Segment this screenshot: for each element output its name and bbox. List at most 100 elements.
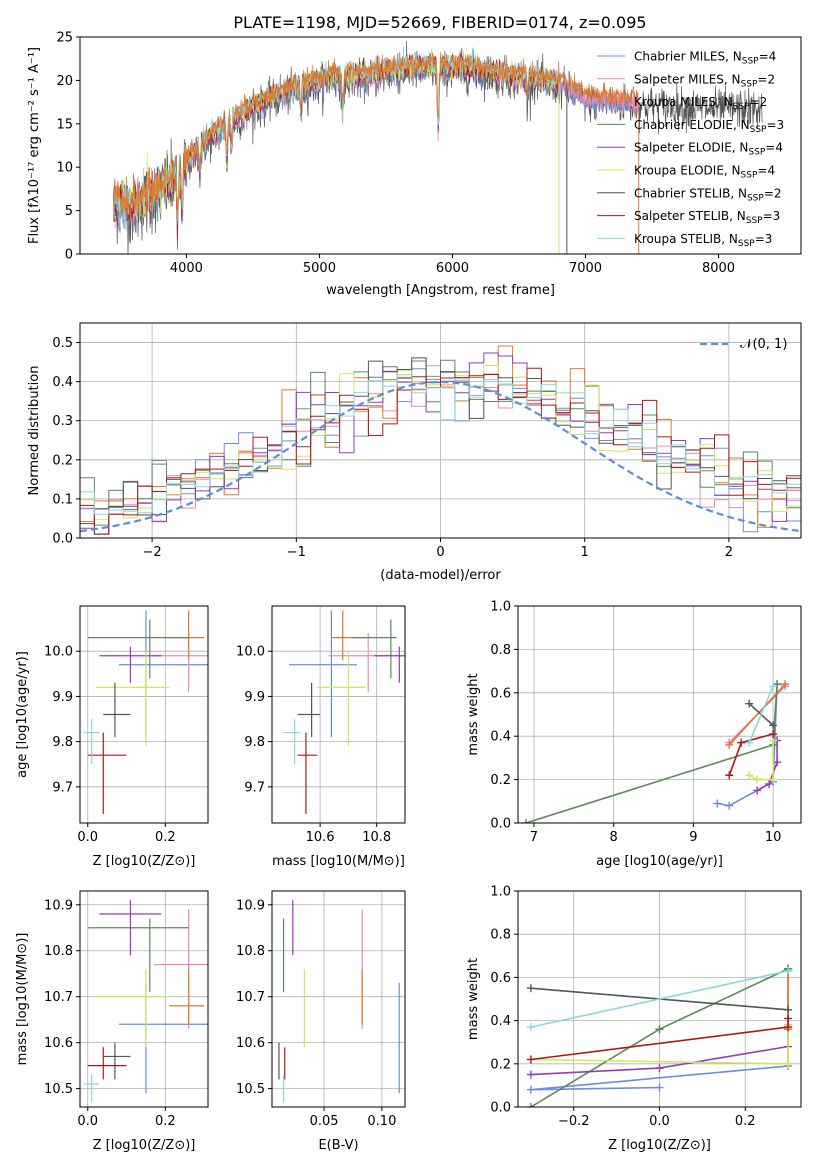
x-axis-label: mass [log10(M/M⊙)] [272,854,405,869]
axes-residuals: −2 −1 0 1 2 0.0 0.1 0.2 0.3 0.4 0.5 𝒩(0, 1) (data-mo… [27,322,802,583]
errorbar-kroupa-elodie [95,651,170,747]
tick-label-x: 0 [436,545,444,560]
tick-label-x: 10.8 [362,830,391,845]
tick-label-y: 9.8 [52,735,73,750]
axes-frame [517,605,802,824]
errorbar-chabrier-stelib [297,682,321,738]
mw-marker [725,771,734,780]
tick-label-y: 0.3 [52,414,73,429]
mw-marker [784,1023,793,1032]
tick-label-y: 1.0 [490,600,511,615]
tick-label-x: 1 [581,545,589,560]
hist-salpeter-stelib [80,367,801,535]
tick-label-y: 10.7 [236,990,265,1005]
tick-label-y: 0.2 [52,453,73,468]
tick-label-x: 0.0 [649,1114,670,1129]
tick-label-y: 9.9 [52,690,73,705]
legend: Chabrier MILES, NSSP=4 Salpeter MILES, NS… [597,50,784,249]
tick-label-y: 10 [56,161,73,176]
axes-frame [271,605,406,824]
errorbar-chabrier-stelib [103,682,131,738]
mw-marker [526,1070,535,1079]
y-axis-label: mass weight [466,958,481,1040]
mw-marker [784,1005,793,1014]
tick-label-x: 0.2 [735,1114,756,1129]
plot-area-mass_vs_ebv [278,900,400,1103]
legend-label: Salpeter MILES, NSSP=2 [634,72,775,89]
legend-label: Kroupa STELIB, NSSP=3 [634,232,772,249]
x-axis-label: E(B-V) [318,1138,358,1153]
mw-marker [769,730,778,739]
y-axis-label: age [log10(age/yr)] [15,651,30,778]
legend-label: Salpeter STELIB, NSSP=3 [634,209,780,226]
axes-massweight_vs_Z: −0.2 0.0 0.2 0.0 0.2 0.4 0.6 0.8 1.0 Z [log10(Z/Z… [466,885,802,1153]
tick-label-y: 0.4 [52,375,73,390]
figure-title: PLATE=1198, MJD=52669, FIBERID=0174, z=0… [233,13,646,32]
tick-label-y: 0.2 [490,773,511,788]
errorbar-salpeter-stelib [87,1047,127,1080]
tick-label-y: 0.0 [52,532,73,547]
mw-line-kroupa-stelib [748,685,774,744]
gaussian-curve [80,380,801,533]
axes-frame [79,605,209,824]
y-axis-label: Flux [fλ10⁻¹⁷ erg cm⁻² s⁻¹ A⁻¹] [27,47,42,244]
legend-label: Chabrier MILES, NSSP=4 [634,50,776,67]
y-axis-label: Normed distribution [27,366,42,496]
mw-marker [781,680,790,689]
tick-label-y: 10.6 [236,1036,265,1051]
mw-marker [784,966,793,975]
mw-marker [521,819,530,823]
mw-marker [526,1103,535,1107]
plot-area-age_vs_mass [283,610,405,814]
tick-label-y: 10.5 [236,1082,265,1097]
tick-label-x: 4000 [170,261,203,276]
tick-label-y: 9.7 [52,780,73,795]
tick-label-y: 0.8 [490,928,511,943]
legend-label: Kroupa ELODIE, NSSP=4 [634,164,775,181]
x-axis-label: Z [log10(Z/Z⊙)] [93,854,196,869]
mw-marker [526,984,535,993]
axes-mass_vs_ebv: 0.05 0.10 10.5 10.6 10.7 10.8 10.9 E(B-V) [236,890,406,1153]
mw-marker [655,1064,664,1073]
tick-label-x: 10.6 [306,830,335,845]
errorbar-salpeter-elodie [99,646,162,683]
mw-marker [769,775,778,784]
tick-label-x: 0.0 [77,1114,98,1129]
plot-area-mass_vs_Z [83,900,208,1103]
plot-area-residuals [80,345,801,535]
tick-label-x: 7000 [569,261,602,276]
mw-marker [769,682,778,691]
tick-label-x: 9 [689,830,697,845]
errorbar-chabrier-stelib [103,1042,131,1080]
errorbar-kroupa-elodie [95,969,170,1048]
errorbar-chabrier-elodie [87,918,189,993]
tick-label-y: 0.1 [52,492,73,507]
tick-label-y: 0 [65,248,73,263]
mw-line-salpeter-stelib [728,733,774,776]
tick-label-x: 0.10 [367,1114,396,1129]
x-axis-label: Z [log10(Z/Z⊙)] [93,1138,196,1153]
errorbar-salpeter-miles [153,633,208,692]
mw-line-chabrier-elodie [525,684,778,823]
tick-label-y: 10.5 [44,1082,73,1097]
mw-marker [745,699,754,708]
axes-age_vs_mass: 10.6 10.8 9.7 9.8 9.9 10.0 mass [log10(M/M⊙)] [236,605,406,869]
axes-spectrum: 4000 5000 6000 7000 8000 0 5 10 15 20 25 wavelength… [27,31,802,298]
tick-label-x: 0.2 [155,830,176,845]
legend-label: Chabrier STELIB, NSSP=2 [634,186,782,203]
axes-frame [79,322,802,539]
mw-marker [769,721,778,730]
tick-label-y: 10.0 [44,645,73,660]
mw-marker [737,738,746,747]
tick-label-y: 0.5 [52,336,73,351]
axes-massweight_vs_age: 7 8 9 10 0.0 0.2 0.4 0.6 0.8 1.0 age [log10(age/yr… [466,600,802,869]
mw-marker [526,1023,535,1032]
errorbar-salpeter-elodie [99,900,162,956]
tick-label-y: 15 [56,117,73,132]
errorbar-salpeter-elodie [373,646,405,683]
y-axis-label: mass weight [466,673,481,755]
tick-label-y: 10.8 [236,944,265,959]
tick-label-y: 9.7 [244,780,265,795]
tick-label-x: 8000 [702,261,735,276]
